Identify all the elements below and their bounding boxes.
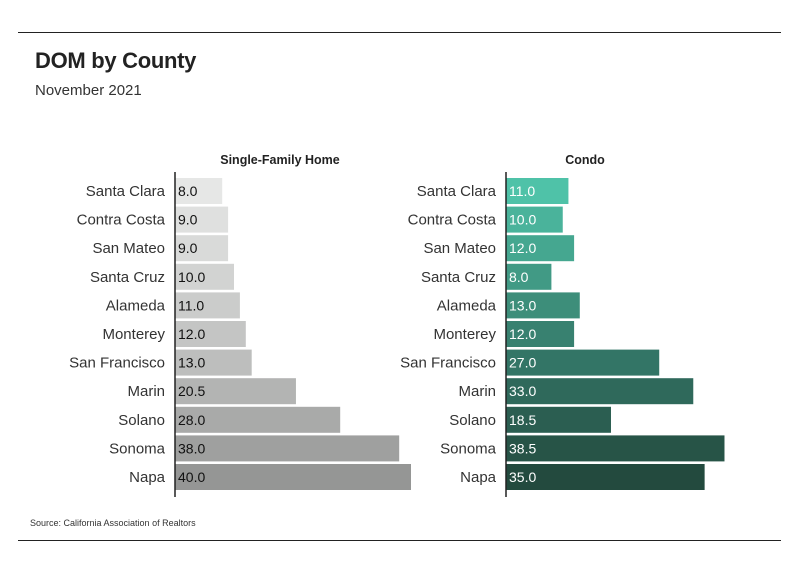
condo-value-label: 11.0: [509, 183, 535, 199]
sfh-bar: [175, 235, 229, 262]
condo-category-label: Santa Clara: [417, 183, 497, 200]
sfh-value-label: 9.0: [178, 240, 198, 256]
bottom-rule: [18, 540, 781, 541]
condo-category-label: Solano: [449, 412, 496, 429]
sfh-category-label: Marin: [127, 383, 165, 400]
condo-value-label: 18.5: [509, 412, 536, 428]
sfh-bar: [175, 263, 234, 290]
condo-category-label: Santa Cruz: [421, 269, 496, 286]
sfh-category-label: Santa Clara: [86, 183, 166, 200]
sfh-value-label: 20.5: [178, 383, 205, 399]
condo-bar: [506, 464, 705, 490]
sfh-bar: [175, 349, 252, 376]
sfh-value-label: 38.0: [178, 440, 205, 456]
condo-value-label: 8.0: [509, 269, 529, 285]
condo-category-label: Sonoma: [440, 440, 497, 457]
condo-value-label: 38.5: [509, 440, 536, 456]
condo-bar: [506, 321, 575, 347]
condo-category-label: Contra Costa: [408, 212, 497, 229]
sfh-bar: [175, 178, 223, 204]
condo-panel-title: Condo: [565, 153, 605, 167]
condo-category-label: San Mateo: [423, 240, 496, 257]
sfh-bar: [175, 464, 411, 490]
sfh-value-label: 10.0: [178, 269, 205, 285]
condo-value-label: 10.0: [509, 212, 536, 228]
sfh-value-label: 12.0: [178, 326, 205, 342]
condo-value-label: 33.0: [509, 383, 536, 399]
sfh-category-label: Sonoma: [109, 440, 166, 457]
sfh-value-label: 40.0: [178, 469, 205, 485]
top-rule: [18, 32, 781, 33]
condo-bar: [506, 292, 580, 319]
condo-chart: Condo Santa Clara 11.0 Contra Costa 10.0 San …: [400, 153, 725, 497]
condo-bar: [506, 406, 611, 433]
chart-subtitle: November 2021: [35, 82, 142, 99]
sfh-value-label: 13.0: [178, 355, 205, 371]
condo-bar: [506, 235, 575, 262]
condo-bar: [506, 349, 660, 376]
sfh-value-label: 11.0: [178, 297, 204, 313]
sfh-value-label: 28.0: [178, 412, 205, 428]
condo-category-label: Napa: [460, 469, 497, 486]
sfh-category-label: Santa Cruz: [90, 269, 165, 286]
sfh-bar: [175, 206, 229, 233]
condo-bar: [506, 206, 563, 233]
condo-category-label: Marin: [458, 383, 496, 400]
sfh-value-label: 8.0: [178, 183, 198, 199]
sfh-category-label: San Francisco: [69, 355, 165, 372]
source-note: Source: California Association of Realto…: [30, 518, 196, 528]
condo-bar: [506, 435, 725, 462]
condo-value-label: 35.0: [509, 469, 536, 485]
condo-category-label: Monterey: [433, 326, 496, 343]
sfh-category-label: Monterey: [102, 326, 165, 343]
sfh-category-label: Contra Costa: [77, 212, 166, 229]
condo-value-label: 12.0: [509, 240, 536, 256]
condo-bar: [506, 178, 569, 204]
sfh-category-label: Solano: [118, 412, 165, 429]
sfh-panel-title: Single-Family Home: [220, 153, 340, 167]
condo-category-label: San Francisco: [400, 355, 496, 372]
condo-value-label: 13.0: [509, 297, 536, 313]
sfh-bar: [175, 378, 296, 405]
condo-value-label: 27.0: [509, 355, 536, 371]
sfh-value-label: 9.0: [178, 212, 198, 228]
condo-category-label: Alameda: [437, 297, 497, 314]
sfh-category-label: Alameda: [106, 297, 166, 314]
condo-bar: [506, 378, 694, 405]
sfh-bar: [175, 321, 246, 347]
sfh-bar: [175, 406, 341, 433]
condo-value-label: 12.0: [509, 326, 536, 342]
chart-title: DOM by County: [35, 48, 197, 73]
condo-bar: [506, 263, 552, 290]
sfh-bar: [175, 292, 240, 319]
sfh-bar: [175, 435, 400, 462]
sfh-category-label: Napa: [129, 469, 166, 486]
single-family-chart: Single-Family Home Santa Clara 8.0 Contra C…: [69, 153, 411, 497]
sfh-category-label: San Mateo: [92, 240, 165, 257]
